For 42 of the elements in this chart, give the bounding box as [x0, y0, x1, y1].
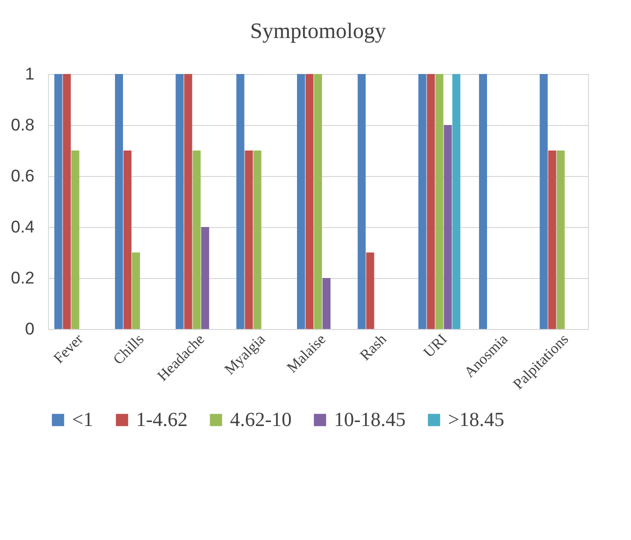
bar	[322, 278, 330, 329]
bar	[123, 150, 132, 329]
bar	[192, 150, 201, 329]
bar	[236, 74, 244, 329]
bar	[479, 74, 488, 329]
bar	[176, 74, 184, 329]
bar	[132, 252, 140, 329]
bar	[548, 150, 556, 329]
legend-label: 10-18.45	[334, 409, 406, 431]
bar	[540, 74, 548, 329]
bar	[201, 227, 210, 329]
legend-label: <1	[72, 409, 94, 431]
bar	[358, 74, 366, 329]
chart-title: Symptomology	[250, 18, 386, 43]
bar	[444, 125, 452, 329]
bar	[426, 74, 435, 329]
bar	[452, 74, 460, 329]
y-tick-label: 0.4	[10, 218, 34, 236]
y-tick-label: 0.6	[10, 166, 34, 186]
bar	[114, 74, 123, 329]
bar	[253, 150, 262, 329]
bar	[435, 74, 444, 329]
x-tick-label: Rash	[357, 331, 390, 364]
bar	[366, 252, 374, 329]
bar	[418, 74, 426, 329]
bar	[62, 74, 71, 329]
bar	[314, 74, 322, 329]
bar	[54, 74, 62, 329]
bar	[306, 74, 314, 329]
y-tick-label: 0.8	[10, 116, 34, 134]
x-tick-label: URI	[421, 332, 451, 362]
legend-label: 1-4.62	[136, 409, 188, 431]
bar	[556, 150, 565, 329]
bar	[244, 150, 253, 329]
bar	[71, 150, 80, 329]
legend-label: 4.62-10	[230, 409, 292, 431]
bar	[297, 74, 306, 329]
bar	[184, 74, 192, 329]
y-tick-label: 0.2	[10, 268, 34, 288]
y-tick-label: 0	[25, 320, 34, 338]
y-tick-label: 1	[25, 64, 34, 84]
legend-label: >18.45	[448, 409, 504, 431]
